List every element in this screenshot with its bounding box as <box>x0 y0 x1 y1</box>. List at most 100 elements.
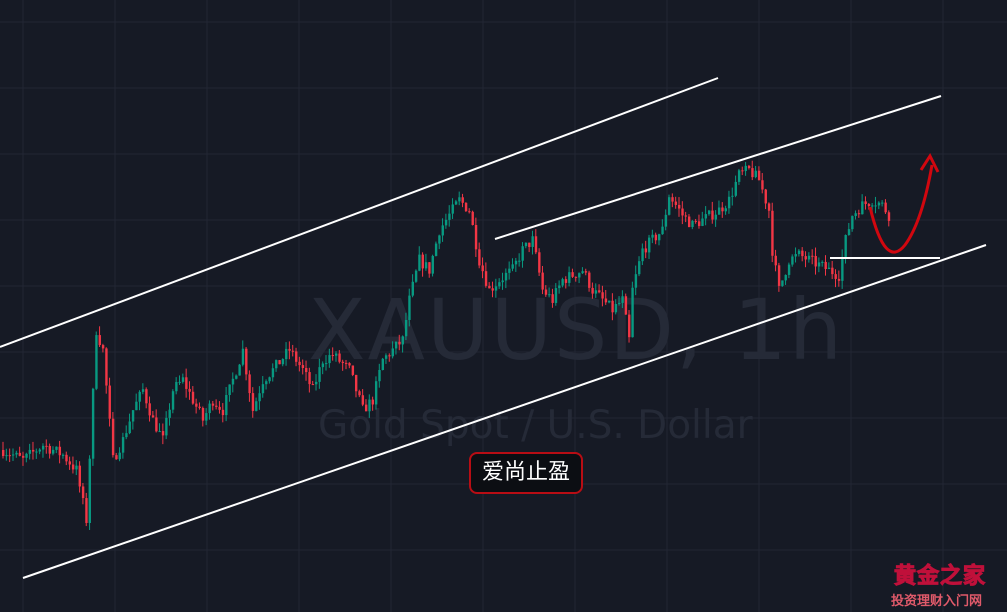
candle <box>494 286 498 291</box>
candle <box>881 202 884 204</box>
candle <box>621 296 624 303</box>
candle <box>724 208 728 212</box>
candle <box>111 418 115 456</box>
candle <box>854 213 857 217</box>
candle <box>837 278 841 281</box>
candle <box>784 274 787 281</box>
candle <box>498 282 501 287</box>
candle <box>484 271 488 286</box>
candle <box>2 450 5 456</box>
candle <box>165 417 168 436</box>
candle <box>824 261 827 270</box>
candle <box>231 378 235 385</box>
candle <box>125 433 128 438</box>
candle <box>105 348 108 386</box>
candle <box>331 355 335 357</box>
candle <box>634 274 638 288</box>
candle <box>474 224 478 250</box>
candle <box>51 449 55 454</box>
candle <box>588 272 591 288</box>
candle <box>528 242 531 247</box>
candle <box>551 294 554 303</box>
upper-channel-line[interactable] <box>0 77 719 348</box>
candle <box>55 446 58 450</box>
candle <box>368 399 371 412</box>
candle <box>211 403 215 406</box>
candle <box>578 273 581 278</box>
candle <box>101 345 105 349</box>
candle <box>697 221 701 226</box>
candle <box>205 413 208 421</box>
candle <box>191 391 195 404</box>
candle <box>68 461 71 465</box>
candle <box>711 210 714 220</box>
candle <box>38 449 42 452</box>
candle <box>181 377 185 382</box>
candle <box>648 237 651 253</box>
candle <box>624 296 628 315</box>
candle <box>731 195 734 197</box>
candle <box>771 210 774 256</box>
candle <box>814 255 817 267</box>
candle <box>361 395 365 405</box>
candle <box>774 255 777 266</box>
mid-channel-line[interactable] <box>494 95 942 240</box>
candle <box>115 455 118 460</box>
candle <box>378 370 381 382</box>
candle <box>341 361 345 363</box>
candle <box>538 252 541 273</box>
candle <box>847 229 851 235</box>
candle <box>674 201 678 205</box>
candle <box>81 486 85 499</box>
lower-channel-line[interactable] <box>22 244 987 579</box>
candle <box>311 384 315 386</box>
candle <box>21 455 25 458</box>
candle <box>544 289 548 295</box>
candle <box>747 165 751 169</box>
candle <box>394 341 398 349</box>
candle <box>168 409 171 418</box>
candle <box>85 498 88 523</box>
candle <box>161 431 165 436</box>
candle <box>651 234 654 238</box>
description-watermark: Gold Spot / U.S. Dollar <box>318 403 753 448</box>
candle <box>794 254 797 257</box>
candle <box>464 202 468 212</box>
candle <box>751 168 754 178</box>
candle <box>275 360 278 369</box>
candle <box>61 454 65 456</box>
candle <box>628 314 631 338</box>
candle <box>138 391 141 402</box>
candle <box>344 362 348 364</box>
candle <box>764 189 767 204</box>
candle <box>704 214 708 219</box>
candle <box>391 348 395 357</box>
candle <box>548 294 551 296</box>
arrow-head-icon <box>919 152 940 173</box>
candle <box>797 250 801 255</box>
candle <box>701 218 704 226</box>
candle <box>78 465 81 487</box>
candle <box>787 264 791 275</box>
candle <box>261 384 265 394</box>
annotation-label[interactable]: 爱尚止盈 <box>469 452 583 494</box>
candle <box>694 220 698 222</box>
candle <box>521 246 524 261</box>
candle <box>228 384 231 396</box>
candle <box>571 272 574 277</box>
candle <box>318 367 321 382</box>
candle <box>707 210 711 215</box>
candle <box>285 348 288 360</box>
candle <box>554 288 558 303</box>
candle <box>461 197 464 203</box>
candle <box>631 287 634 338</box>
candle <box>28 449 32 454</box>
forecast-arrow[interactable] <box>868 164 934 254</box>
candle <box>654 234 658 241</box>
candle <box>441 225 444 236</box>
candle <box>325 363 328 365</box>
candle <box>428 262 431 274</box>
candle <box>18 452 22 456</box>
candle <box>158 431 161 433</box>
